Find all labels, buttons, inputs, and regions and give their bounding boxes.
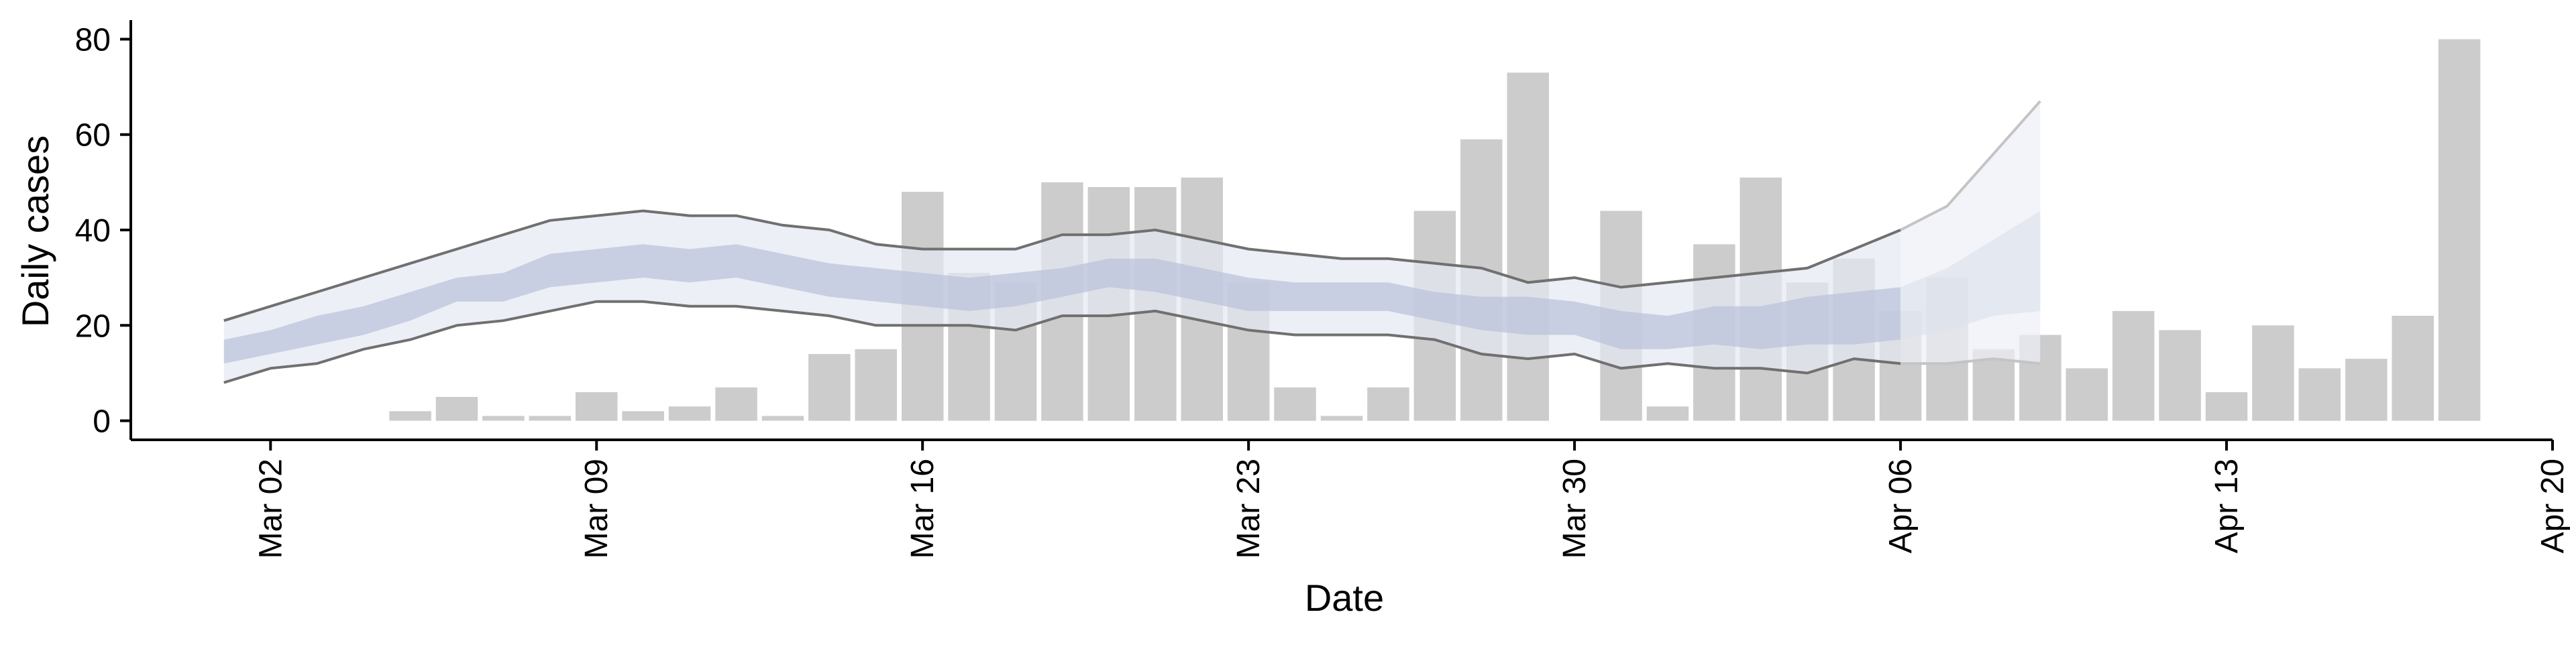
bar-2020-04-16 bbox=[2345, 359, 2387, 421]
x-tick-label: Apr 13 bbox=[2209, 459, 2245, 553]
bar-2020-04-14 bbox=[2252, 325, 2294, 421]
bar-2020-04-13 bbox=[2205, 392, 2248, 421]
lines-layer bbox=[223, 100, 2041, 384]
bar-2020-03-10 bbox=[622, 411, 664, 421]
bar-2020-04-10 bbox=[2065, 368, 2108, 421]
x-tick-label: Mar 30 bbox=[1557, 459, 1593, 558]
bar-2020-03-26 bbox=[1367, 387, 1409, 421]
bar-2020-04-11 bbox=[2112, 310, 2155, 421]
estimate-lower-line bbox=[223, 300, 1901, 384]
estimate-inner-band bbox=[223, 244, 1901, 364]
x-tick-label: Apr 06 bbox=[1883, 459, 1919, 553]
bar-2020-03-07 bbox=[482, 416, 525, 421]
plot-area bbox=[223, 39, 2481, 421]
x-tick-label: Mar 16 bbox=[905, 459, 941, 558]
axes-layer: Mar 02 Mar 09 Mar 16 Mar 23 Mar 30 Apr 06 Apr … bbox=[14, 20, 2571, 619]
x-axis-ticks: Mar 02 Mar 09 Mar 16 Mar 23 Mar 30 Apr 06 Apr … bbox=[253, 440, 2571, 558]
y-tick-label: 40 bbox=[75, 213, 111, 249]
x-axis-label: Date bbox=[1305, 577, 1384, 619]
bar-2020-03-12 bbox=[715, 387, 757, 421]
bar-2020-04-17 bbox=[2392, 316, 2434, 421]
bar-2020-03-09 bbox=[576, 392, 618, 421]
bar-2020-04-12 bbox=[2159, 330, 2201, 421]
bar-2020-03-06 bbox=[435, 397, 478, 421]
y-axis-ticks: 0 20 40 60 80 bbox=[75, 22, 131, 440]
bar-2020-03-05 bbox=[389, 411, 431, 421]
y-tick-label: 0 bbox=[93, 404, 111, 440]
bands-layer bbox=[223, 101, 2041, 383]
x-tick-label: Mar 23 bbox=[1231, 459, 1267, 558]
forecast-inner-band bbox=[1900, 211, 2041, 340]
forecast-lower-line bbox=[1900, 357, 2041, 365]
x-tick-label: Apr 20 bbox=[2535, 459, 2571, 553]
bar-2020-03-13 bbox=[761, 416, 804, 421]
y-tick-label: 20 bbox=[75, 308, 111, 344]
bar-2020-04-18 bbox=[2438, 39, 2481, 421]
y-tick-label: 60 bbox=[75, 118, 111, 154]
forecast-upper-line bbox=[1900, 100, 2041, 231]
bar-2020-03-29 bbox=[1507, 72, 1549, 421]
bar-2020-03-08 bbox=[529, 416, 572, 421]
bar-2020-03-11 bbox=[668, 406, 711, 421]
estimate-upper-line bbox=[223, 209, 1901, 322]
bar-2020-04-15 bbox=[2298, 368, 2341, 421]
bar-2020-03-25 bbox=[1320, 416, 1363, 421]
x-tick-label: Mar 09 bbox=[579, 459, 614, 558]
bar-2020-03-14 bbox=[808, 354, 851, 421]
y-tick-label: 80 bbox=[75, 22, 111, 58]
bar-2020-04-01 bbox=[1646, 406, 1689, 421]
y-axis-label: Daily cases bbox=[14, 135, 56, 327]
x-tick-label: Mar 02 bbox=[253, 459, 288, 558]
bar-2020-03-15 bbox=[855, 349, 897, 421]
bar-2020-03-24 bbox=[1274, 387, 1316, 421]
